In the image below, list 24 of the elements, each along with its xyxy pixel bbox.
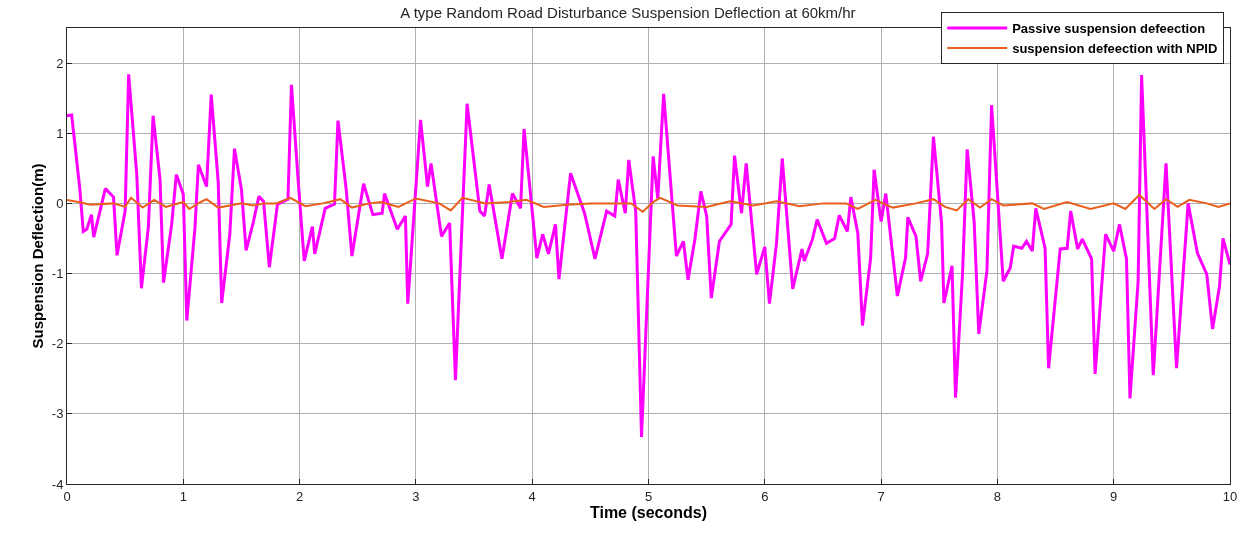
y-tick-label: 2 [56, 55, 64, 71]
chart-title: A type Random Road Disturbance Suspension Deflection at 60km/hr [400, 4, 856, 22]
legend-label: Passive suspension defeection [1012, 21, 1206, 37]
x-tick-label: 1 [179, 488, 187, 504]
y-tick-label: -2 [51, 336, 64, 352]
x-tick-label: 6 [761, 488, 769, 504]
y-tick-label: -4 [51, 476, 64, 492]
y-tick-label: 1 [56, 125, 64, 141]
x-tick-label: 3 [412, 488, 420, 504]
x-tick-label: 8 [993, 488, 1002, 504]
x-tick-label: 2 [295, 488, 304, 504]
x-axis-title: Time (seconds) [589, 503, 708, 521]
x-tick-label: 4 [528, 488, 536, 504]
line-series [67, 72, 1230, 439]
x-tick-label: 9 [1110, 488, 1118, 504]
x-tick-label: 5 [644, 488, 653, 504]
y-tick-label: -1 [51, 266, 64, 282]
legend-label: suspension defeection with NPID [1012, 40, 1218, 56]
y-tick-label: 0 [56, 195, 64, 211]
x-tick-label: 10 [1222, 488, 1238, 504]
y-axis-title: Suspension Deflection(m) [29, 163, 47, 349]
line-series [67, 193, 1230, 213]
y-tick-label: -3 [51, 406, 64, 422]
x-tick-label: 7 [877, 488, 885, 504]
